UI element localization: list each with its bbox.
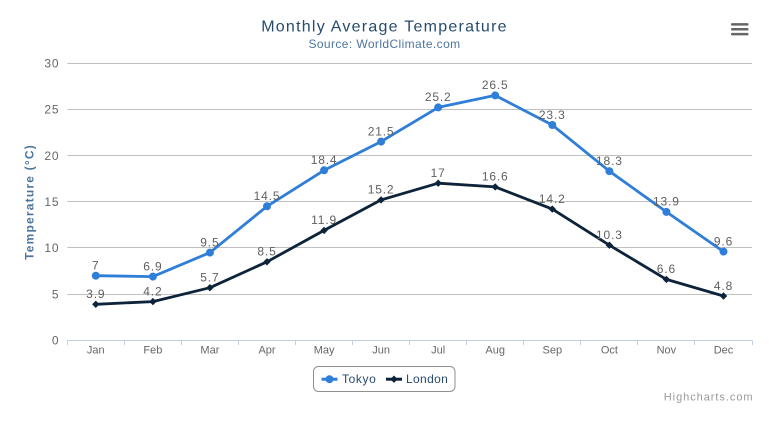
- svg-text:Jan: Jan: [87, 345, 105, 357]
- svg-text:Aug: Aug: [485, 345, 505, 357]
- svg-text:20: 20: [44, 149, 59, 163]
- svg-text:Tokyo: Tokyo: [342, 372, 376, 386]
- svg-text:21.5: 21.5: [368, 124, 395, 138]
- svg-text:Mar: Mar: [200, 345, 219, 357]
- svg-text:Jul: Jul: [431, 345, 445, 357]
- svg-text:9.5: 9.5: [200, 235, 219, 249]
- svg-text:Apr: Apr: [258, 345, 275, 357]
- svg-text:9.6: 9.6: [714, 234, 733, 248]
- svg-text:5.7: 5.7: [200, 271, 219, 285]
- svg-text:14.5: 14.5: [254, 189, 281, 203]
- svg-text:Sep: Sep: [543, 345, 563, 357]
- svg-text:0: 0: [52, 334, 60, 348]
- svg-text:London: London: [406, 372, 448, 386]
- svg-text:May: May: [314, 345, 335, 357]
- svg-text:14.2: 14.2: [539, 192, 566, 206]
- svg-text:Temperature (°C): Temperature (°C): [23, 144, 37, 260]
- svg-text:8.5: 8.5: [257, 245, 276, 259]
- svg-text:13.9: 13.9: [653, 195, 680, 209]
- svg-text:16.6: 16.6: [482, 170, 509, 184]
- svg-text:3.9: 3.9: [86, 287, 105, 301]
- svg-text:25.2: 25.2: [425, 90, 452, 104]
- svg-text:4.8: 4.8: [714, 279, 733, 293]
- svg-text:Nov: Nov: [657, 345, 677, 357]
- svg-text:5: 5: [52, 288, 60, 302]
- svg-text:25: 25: [44, 103, 59, 117]
- svg-text:15: 15: [44, 195, 59, 209]
- svg-text:Oct: Oct: [601, 345, 618, 357]
- svg-text:6.9: 6.9: [143, 259, 162, 273]
- svg-text:Dec: Dec: [714, 345, 734, 357]
- svg-text:7: 7: [92, 259, 100, 273]
- svg-text:11.9: 11.9: [311, 213, 337, 227]
- svg-text:30: 30: [44, 56, 59, 70]
- svg-text:10: 10: [44, 241, 59, 255]
- svg-text:4.2: 4.2: [143, 284, 162, 298]
- svg-text:Source: WorldClimate.com: Source: WorldClimate.com: [308, 37, 460, 51]
- svg-text:10.3: 10.3: [596, 228, 623, 242]
- svg-text:26.5: 26.5: [482, 78, 509, 92]
- svg-text:17: 17: [431, 166, 446, 180]
- svg-text:Monthly Average Temperature: Monthly Average Temperature: [261, 19, 508, 36]
- svg-text:Jun: Jun: [372, 345, 390, 357]
- svg-text:18.4: 18.4: [311, 153, 338, 167]
- svg-text:Highcharts.com: Highcharts.com: [664, 392, 754, 404]
- svg-text:18.3: 18.3: [596, 154, 623, 168]
- svg-text:Feb: Feb: [143, 345, 162, 357]
- svg-text:15.2: 15.2: [368, 183, 395, 197]
- svg-text:6.6: 6.6: [657, 262, 676, 276]
- svg-text:23.3: 23.3: [539, 108, 566, 122]
